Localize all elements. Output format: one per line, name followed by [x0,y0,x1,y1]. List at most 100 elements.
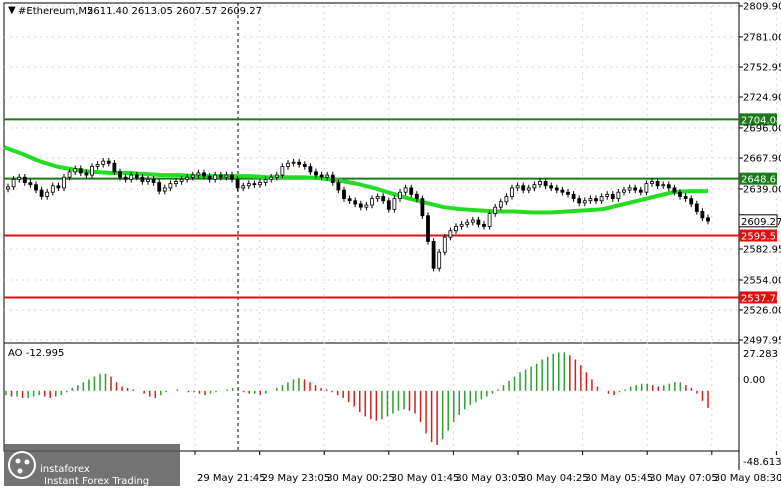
x-tick-label: 30 May 07:05 [649,473,718,484]
candle-body [263,178,268,183]
candle-body [325,174,330,178]
candle-body [269,176,274,180]
candle-body [381,196,386,202]
candle-body [594,198,598,202]
candle-body [538,181,542,186]
candle-body [683,196,688,200]
candle-body [694,203,699,212]
ao-scale-bottom: -48.613 [743,457,781,468]
candle-body [157,182,162,192]
candle-body [515,185,520,189]
candle-body [566,191,570,195]
candle-body [599,196,604,202]
candle-body [414,193,419,200]
candle-body [689,198,694,205]
candle-body [644,183,649,193]
candle-body [162,187,167,192]
candle-body [95,163,100,167]
candle-body [274,174,279,178]
candle-body [487,213,492,227]
candle-body [560,189,565,193]
candle-body [386,200,391,210]
candle-body [532,184,537,189]
candle-body [22,176,27,183]
candle-body [678,191,682,197]
candle-body [252,183,257,186]
candle-body [241,185,246,189]
candle-body [90,166,94,176]
candle-body [638,189,643,193]
symbol-label: #Ethereum,M5 [18,6,93,17]
candle-body [700,211,705,219]
y-tick-label: 2781.00 [743,32,781,43]
x-tick-label: 29 May 21:45 [197,473,266,484]
candle-body [134,174,139,178]
candle-body [409,187,414,195]
candle-body [291,161,296,164]
candle-body [308,166,313,173]
candle-body [280,166,285,176]
candle-body [218,174,223,178]
candle-body [230,174,234,180]
x-tick-label: 30 May 08:30 [714,473,781,484]
candle-body [118,171,122,178]
level-tag-label: 2648.65 [741,175,781,186]
y-tick-label: 2809.90 [743,2,781,13]
current-price-label: 2609.27 [741,217,781,228]
candle-body [666,184,671,189]
y-axis: 2809.90 2781.00 2752.95 2724.90 2696.00 2667.… [739,2,781,347]
candle-body [370,198,374,206]
candle-body [454,226,458,232]
y-tick-label: 2696.00 [743,123,781,134]
current-price-tag: 2609.27 [738,214,781,228]
candle-body [146,178,150,182]
y-tick-label: 2582.95 [743,244,781,255]
candle-body [286,162,290,167]
ao-scale-top: 27.283 [743,349,778,360]
candle-body [448,230,453,238]
candle-body [437,251,442,269]
candle-body [398,191,402,200]
level-tag-bg [739,229,777,242]
candle-body [235,178,240,189]
level-tag-label: 2595.52 [741,232,781,243]
y-tick-label: 2554.00 [743,275,781,286]
candle-body [465,221,470,225]
level-tag-label: 2704.04 [741,115,781,126]
y-tick-label: 2526.00 [743,305,781,316]
x-tick-label: 30 May 04:25 [520,473,589,484]
current-price-bg [738,214,778,228]
candle-body [168,183,173,189]
candle-body [207,175,212,180]
chart-menu-icon[interactable]: ▼ [8,5,16,16]
y-tick-label: 2724.90 [743,93,781,104]
candle-body [347,198,352,202]
candle-body [73,168,78,173]
candle-body [6,186,10,190]
candle-body [101,160,106,165]
candle-body [577,198,582,204]
candle-body [11,178,16,188]
level-tag-bg [739,172,777,185]
candle-body [482,223,486,227]
candle-body [84,172,89,176]
candle-body [112,162,117,173]
candle-body [426,215,430,242]
candle-body [34,184,38,191]
candle-body [498,201,503,208]
candle-body [459,223,464,227]
candle-body [358,203,363,208]
candle-body [706,217,710,222]
candle-body [39,189,44,197]
candle-body [549,185,554,189]
candle-body [493,206,498,215]
y-tick-label: 2752.95 [743,62,781,73]
candle-body [521,185,526,191]
candle-body [174,181,178,185]
candle-body [67,171,72,178]
candle-body [610,193,615,200]
candle-body [123,176,128,180]
candle-body [661,184,666,187]
y-tick-label: 2497.95 [743,336,781,347]
